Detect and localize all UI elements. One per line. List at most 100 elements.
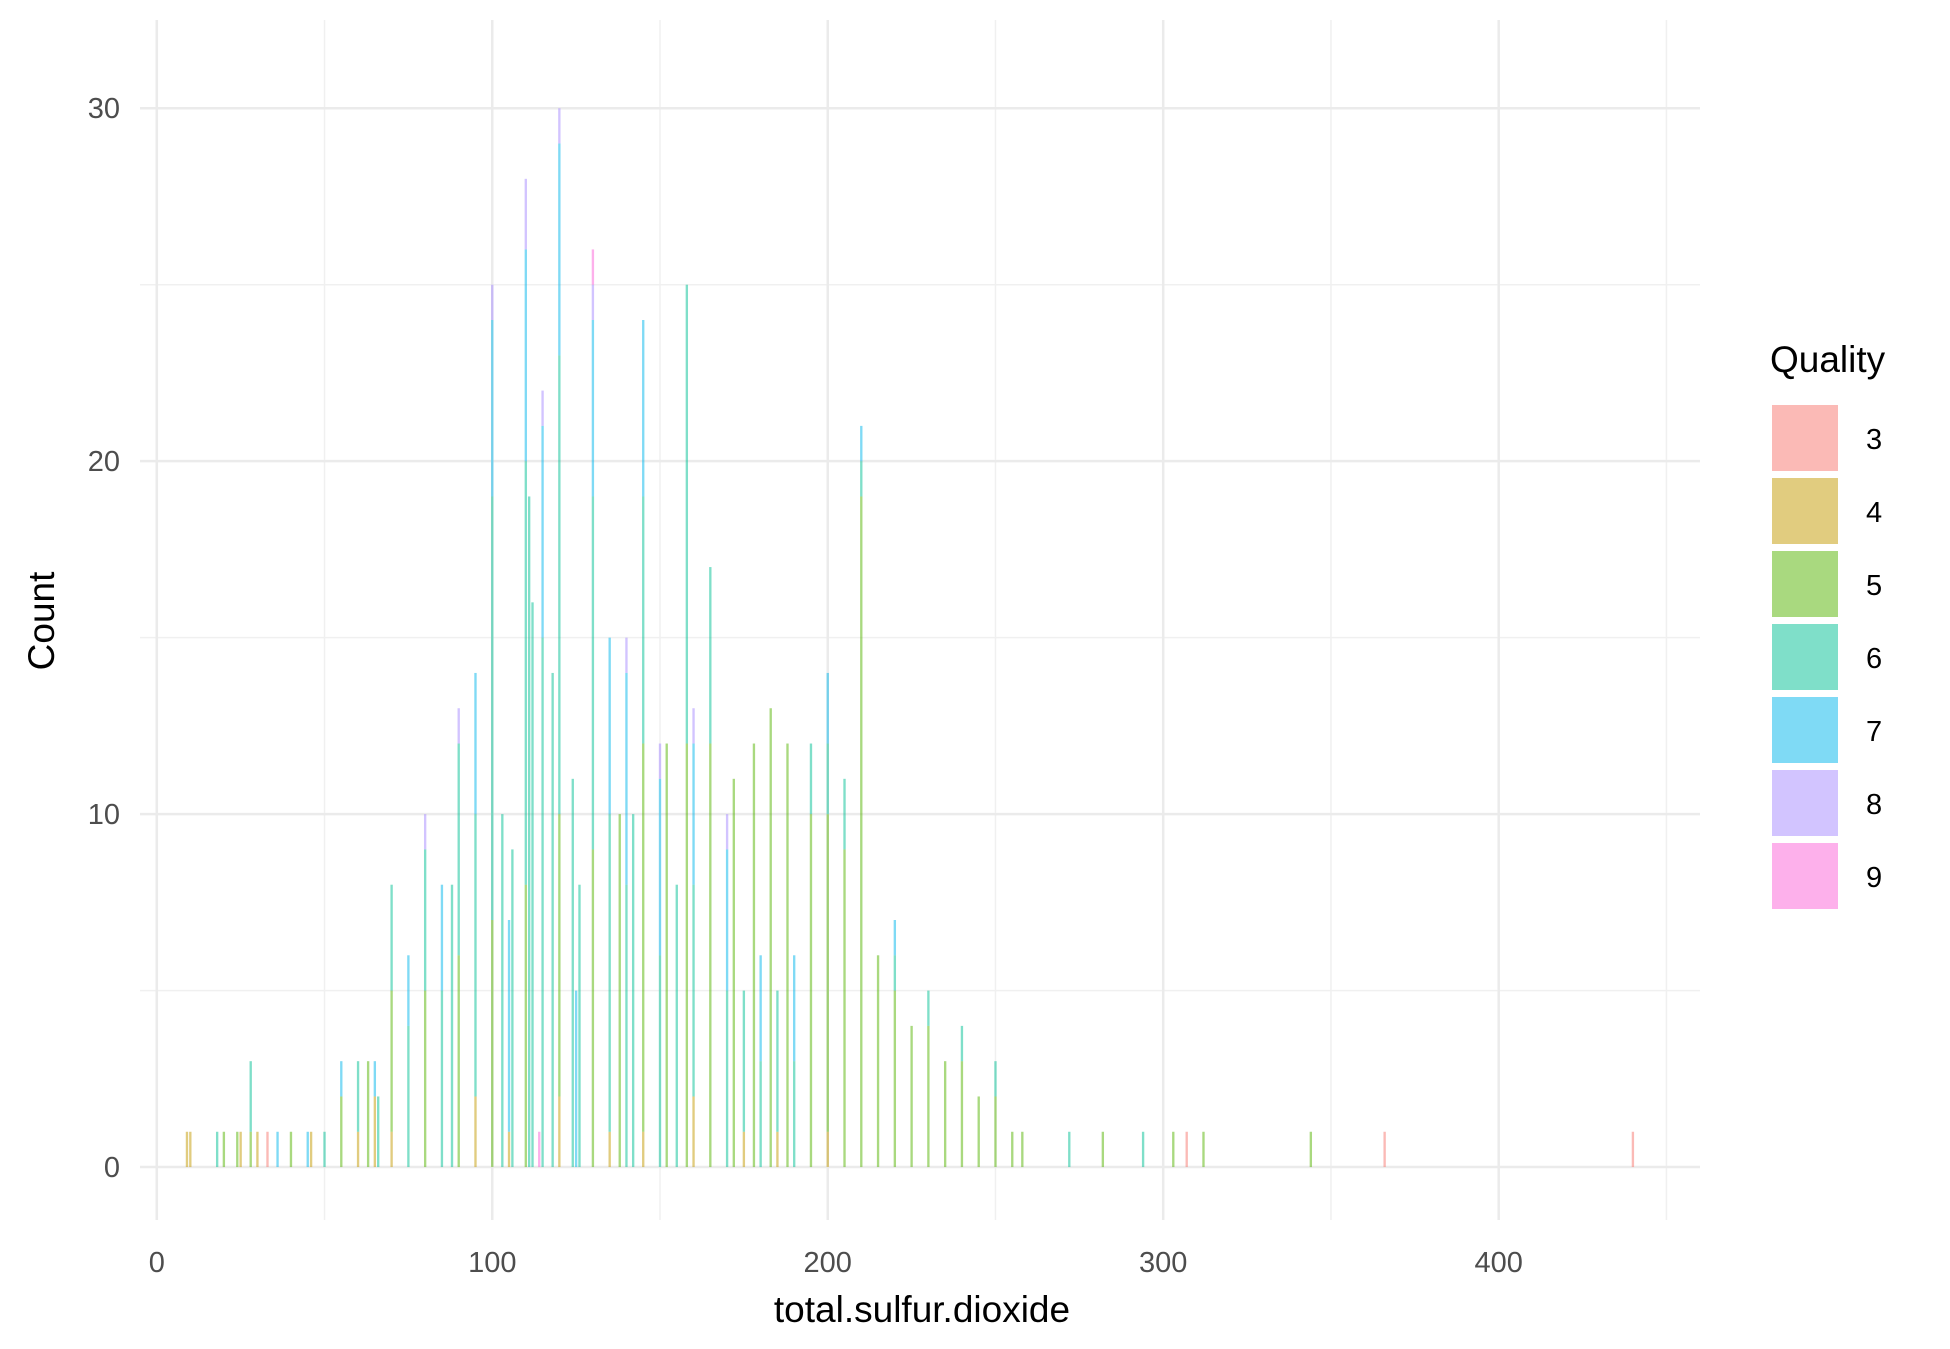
bar-quality-5 [860,496,863,1168]
bar-quality-5 [876,955,880,1168]
bar-quality-8 [541,390,544,426]
bar-quality-7 [658,778,662,956]
bar-quality-5 [1011,1131,1014,1168]
bar-quality-5 [752,743,756,1168]
bar-quality-4 [356,1131,360,1168]
legend-key-9 [1772,843,1838,909]
bar-quality-6 [685,284,689,744]
bar-quality-7 [407,955,410,1026]
bar-quality-3 [1383,1131,1386,1168]
bar-quality-8 [457,708,460,744]
bar-quality-6 [390,884,393,991]
bar-quality-4 [642,1131,645,1168]
bar-quality-4 [692,1096,695,1168]
bar-quality-4 [239,1131,242,1168]
bar-quality-6 [860,461,863,497]
bar-quality-5 [1172,1131,1175,1168]
bar-quality-7 [524,249,527,462]
bar-quality-6 [893,955,897,991]
bar-quality-4 [474,1096,477,1168]
bar-quality-4 [185,1131,189,1168]
legend-label-7: 7 [1866,716,1882,748]
bar-quality-5 [943,1061,947,1168]
bar-quality-4 [189,1131,192,1168]
y-tick-label: 10 [88,799,120,831]
bar-quality-6 [625,884,628,1168]
bar-quality-3 [1631,1131,1635,1168]
bar-quality-6 [531,602,534,1168]
bar-quality-5 [769,708,772,1168]
bar-quality-5 [826,814,829,1132]
bar-quality-7 [591,320,595,497]
bar-quality-6 [843,778,846,850]
bar-quality-6 [608,814,611,1132]
legend-label-4: 4 [1866,497,1882,529]
legend-key-8 [1772,770,1838,836]
bar-quality-6 [809,743,813,815]
bar-quality-5 [910,1025,913,1168]
bar-quality-4 [608,1131,611,1168]
bar-quality-5 [994,1096,997,1168]
bar-quality-5 [491,920,494,1168]
bar-quality-6 [450,884,454,1168]
bar-quality-6 [826,743,829,815]
bar-quality-7 [793,955,796,1062]
bar-quality-5 [1309,1131,1313,1168]
bar-quality-6 [524,461,527,885]
bar-quality-5 [1021,1131,1024,1168]
bar-quality-8 [658,743,662,779]
bar-quality-5 [809,814,813,1168]
legend-label-5: 5 [1866,570,1882,602]
bar-quality-5 [709,743,712,1168]
bar-quality-5 [732,778,735,1168]
bar-quality-5 [843,849,846,1168]
bar-quality-4 [826,1131,829,1168]
legend-title: Quality [1770,339,1886,380]
bar-quality-6 [994,1061,997,1097]
x-tick-label: 0 [149,1247,165,1279]
bar-quality-5 [960,1061,964,1168]
x-axis-title: total.sulfur.dioxide [774,1289,1070,1330]
bar-quality-5 [366,1061,370,1168]
bar-quality-4 [373,1096,377,1168]
bar-quality-6 [742,990,746,1132]
bar-quality-5 [1101,1131,1105,1168]
bar-quality-3 [1185,1131,1188,1168]
bar-quality-5 [977,1096,980,1168]
bar-quality-5 [423,990,427,1168]
bar-quality-6 [377,1096,380,1168]
bar-quality-4 [742,1131,746,1168]
legend-key-3 [1772,405,1838,471]
bar-quality-6 [541,637,544,1168]
bar-quality-5 [685,743,689,1168]
x-tick-label: 300 [1139,1247,1187,1279]
bar-quality-6 [658,955,662,1168]
bar-quality-6 [571,778,574,1168]
bar-quality-6 [407,1025,410,1168]
bar-quality-5 [927,1025,930,1168]
bar-quality-5 [893,990,897,1168]
bar-quality-6 [793,1061,796,1168]
x-tick-label: 200 [804,1247,852,1279]
bar-quality-4 [507,1131,511,1168]
bar-quality-6 [474,814,477,1097]
bar-quality-7 [558,143,561,356]
bar-quality-6 [725,990,729,1168]
x-tick-labels: 0 100 200 300 400 [149,1247,1523,1279]
bar-quality-5 [786,743,789,1168]
bar-quality-6 [927,990,930,1026]
bar-quality-8 [558,108,561,144]
bar-quality-6 [960,1025,964,1062]
bar-quality-6 [249,1061,252,1132]
legend: Quality 3 4 5 6 7 8 9 [1770,339,1886,909]
bar-quality-7 [491,320,494,497]
bar-quality-7 [541,425,544,638]
bar-quality-6 [558,355,561,815]
bar-quality-6 [1068,1131,1071,1168]
bar-quality-5 [618,814,621,1168]
bar-quality-7 [826,672,829,744]
legend-key-5 [1772,551,1838,617]
bar-quality-5 [1202,1131,1205,1168]
